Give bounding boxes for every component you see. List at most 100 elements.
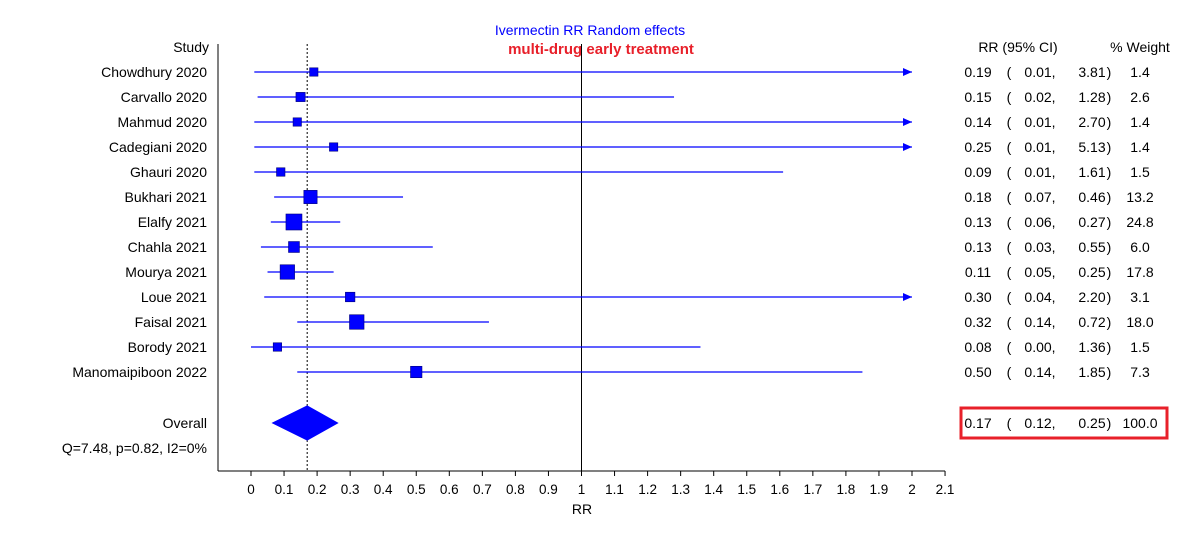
ci-close-paren: ) [1107, 139, 1112, 155]
study-name: Mahmud 2020 [117, 114, 207, 130]
ci-lower: 0.14, [1024, 364, 1055, 380]
point-estimate-square [345, 291, 356, 303]
ci-upper: 2.70 [1078, 114, 1105, 130]
ci-upper: 0.72 [1078, 314, 1105, 330]
study-name: Bukhari 2021 [124, 189, 207, 205]
point-estimate-square [295, 92, 306, 102]
x-tick-label: 0.1 [275, 482, 294, 497]
rr-value: 0.09 [964, 164, 991, 180]
x-tick-label: 1.6 [770, 482, 789, 497]
rr-value: 0.50 [964, 364, 991, 380]
study-row: Cadegiani 2020 0.25 (0.01, 5.13) 1.4 [109, 139, 1150, 155]
x-tick-label: 0.7 [473, 482, 492, 497]
x-tick-label: 1.9 [870, 482, 889, 497]
ci-upper: 0.25 [1078, 264, 1105, 280]
study-row: Manomaipiboon 2022 0.50 (0.14, 1.85) 7.3 [72, 364, 1150, 380]
chart-titles: Ivermectin RR Random effects multi-drug … [495, 22, 694, 58]
rr-value: 0.25 [964, 139, 991, 155]
x-tick-label: 0 [247, 482, 255, 497]
x-tick-label: 1.4 [704, 482, 723, 497]
ci-close-paren: ) [1107, 314, 1112, 330]
ci-open-paren: ( [1007, 339, 1012, 355]
point-estimate-square [292, 117, 302, 127]
overall-ci-close-paren: ) [1107, 415, 1112, 431]
study-name: Mourya 2021 [125, 264, 207, 280]
study-row: Mahmud 2020 0.14 (0.01, 2.70) 1.4 [117, 114, 1149, 130]
study-row: Loue 2021 0.30 (0.04, 2.20) 3.1 [141, 289, 1150, 305]
weight-value: 24.8 [1126, 214, 1153, 230]
study-row: Ghauri 2020 0.09 (0.01, 1.61) 1.5 [130, 164, 1150, 180]
rr-value: 0.13 [964, 239, 991, 255]
rr-value: 0.13 [964, 214, 991, 230]
chart-subtitle: multi-drug early treatment [508, 41, 694, 58]
ci-close-paren: ) [1107, 239, 1112, 255]
study-name: Elalfy 2021 [138, 214, 207, 230]
ci-arrow [903, 118, 912, 126]
study-name: Carvallo 2020 [121, 89, 208, 105]
x-tick-label: 1.8 [837, 482, 856, 497]
ci-lower: 0.03, [1024, 239, 1055, 255]
ci-lower: 0.01, [1024, 64, 1055, 80]
ci-upper: 5.13 [1078, 139, 1105, 155]
ci-lower: 0.06, [1024, 214, 1055, 230]
point-estimate-square [276, 167, 286, 177]
x-tick-label: 0.4 [374, 482, 393, 497]
study-name: Cadegiani 2020 [109, 139, 207, 155]
weight-value: 1.4 [1130, 114, 1150, 130]
overall-ci-open-paren: ( [1007, 415, 1012, 431]
point-estimate-square [309, 67, 319, 77]
study-row: Mourya 2021 0.11 (0.05, 0.25) 17.8 [125, 264, 1154, 280]
ci-arrow [903, 143, 912, 151]
study-name: Chahla 2021 [128, 239, 208, 255]
ci-lower: 0.02, [1024, 89, 1055, 105]
overall-row: Overall 0.17 (0.12, 0.25) 100.0 [163, 405, 1169, 441]
ci-upper: 1.61 [1078, 164, 1105, 180]
x-tick-label: 1.5 [737, 482, 756, 497]
rr-value: 0.19 [964, 64, 991, 80]
point-estimate-square [285, 213, 303, 231]
weight-value: 1.4 [1130, 64, 1150, 80]
point-estimate-square [288, 241, 300, 253]
x-tick-label: 0.9 [539, 482, 558, 497]
ci-open-paren: ( [1007, 264, 1012, 280]
overall-diamond [271, 405, 339, 441]
weight-value: 6.0 [1130, 239, 1150, 255]
point-estimate-square [349, 314, 365, 330]
ci-lower: 0.01, [1024, 164, 1055, 180]
ci-open-paren: ( [1007, 189, 1012, 205]
ci-upper: 1.36 [1078, 339, 1105, 355]
rr-value: 0.11 [965, 264, 991, 280]
study-row: Bukhari 2021 0.18 (0.07, 0.46) 13.2 [124, 189, 1153, 205]
weight-column-header: % Weight [1110, 39, 1170, 55]
ci-lower: 0.01, [1024, 114, 1055, 130]
point-estimate-square [272, 342, 282, 352]
ci-open-paren: ( [1007, 139, 1012, 155]
point-estimate-square [303, 190, 318, 204]
ci-lower: 0.04, [1024, 289, 1055, 305]
ci-close-paren: ) [1107, 264, 1112, 280]
weight-value: 18.0 [1126, 314, 1153, 330]
x-tick-label: 1 [578, 482, 586, 497]
ci-open-paren: ( [1007, 364, 1012, 380]
weight-value: 3.1 [1130, 289, 1150, 305]
ci-arrow [903, 293, 912, 301]
x-tick-label: 1.2 [638, 482, 657, 497]
ci-lower: 0.01, [1024, 139, 1055, 155]
point-estimate-square [329, 142, 339, 152]
ci-open-paren: ( [1007, 214, 1012, 230]
x-tick-label: 1.7 [803, 482, 822, 497]
ci-lower: 0.07, [1024, 189, 1055, 205]
weight-value: 13.2 [1126, 189, 1153, 205]
chart-title: Ivermectin RR Random effects [495, 22, 685, 38]
x-tick-label: 1.3 [671, 482, 690, 497]
ci-close-paren: ) [1107, 214, 1112, 230]
study-row: Chahla 2021 0.13 (0.03, 0.55) 6.0 [128, 239, 1150, 255]
ci-upper: 3.81 [1078, 64, 1105, 80]
study-row: Elalfy 2021 0.13 (0.06, 0.27) 24.8 [138, 213, 1154, 231]
ci-upper: 1.28 [1078, 89, 1105, 105]
overall-weight-value: 100.0 [1122, 415, 1157, 431]
ci-open-paren: ( [1007, 89, 1012, 105]
point-estimate-square [410, 365, 423, 379]
heterogeneity-stats: Q=7.48, p=0.82, I2=0% [62, 440, 207, 456]
point-estimate-square [279, 264, 295, 280]
